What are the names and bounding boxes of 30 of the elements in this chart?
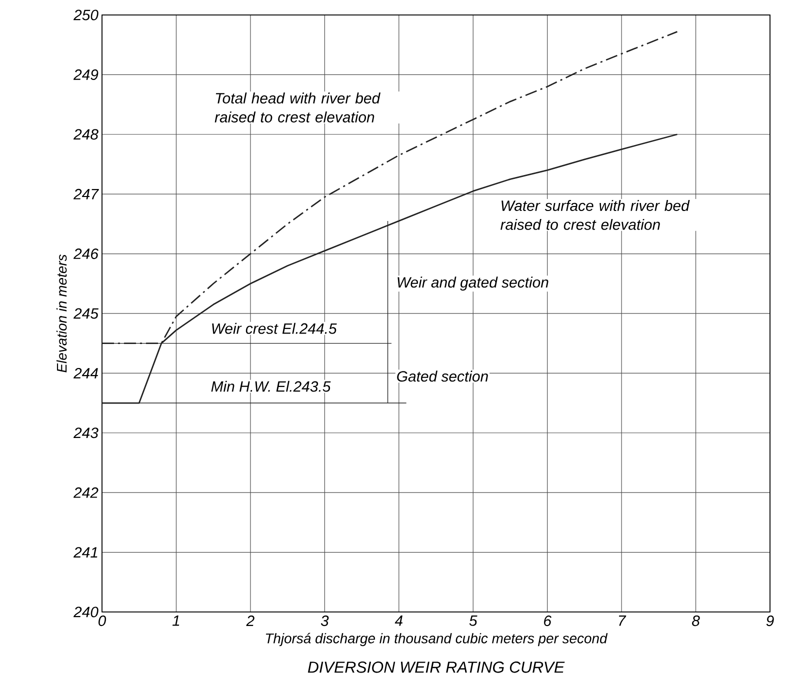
y-tick-label: 247: [73, 188, 99, 200]
x-tick-label: 2: [246, 616, 254, 626]
annotation: Weir and gated section: [398, 276, 548, 291]
x-tick-label: 1: [172, 616, 180, 626]
x-tick-label: 8: [692, 616, 700, 626]
y-tick-label: 241: [73, 547, 98, 558]
x-axis-title: Thjorsá discharge in thousand cubic meters per second: [266, 632, 608, 646]
y-tick-label: 246: [73, 248, 98, 260]
y-tick-label: 248: [73, 129, 98, 140]
y-tick-label: 242: [73, 487, 98, 498]
y-tick-label: 244: [73, 368, 98, 378]
x-tick-label: 3: [320, 616, 329, 626]
y-tick-label: 249: [73, 69, 98, 80]
x-tick-label: 4: [394, 616, 402, 626]
y-axis-title: Elevation in meters: [56, 254, 67, 372]
annotation: Min H.W. El.243.5: [211, 380, 331, 392]
x-tick-label: 0: [98, 616, 106, 626]
annotation: Total head with river bed raised to crest elevation: [214, 92, 380, 122]
y-tick-label: 245: [73, 308, 99, 319]
text: DIVERSION WEIR RATING CURVE: [308, 662, 565, 673]
x-tick-label: 7: [618, 616, 626, 626]
y-tick-label: 250: [73, 10, 98, 20]
y-tick-label: 240: [73, 606, 98, 618]
x-tick-label: 6: [544, 616, 552, 626]
y-tick-label: 243: [73, 428, 98, 438]
annotation: Water surface with river bed raised to crest elevation: [500, 200, 690, 230]
annotation: Weir crest El.244.5: [212, 322, 337, 334]
annotation: Gated section: [397, 370, 488, 382]
x-tick-label: 9: [766, 616, 774, 626]
x-tick-label: 5: [469, 616, 478, 626]
